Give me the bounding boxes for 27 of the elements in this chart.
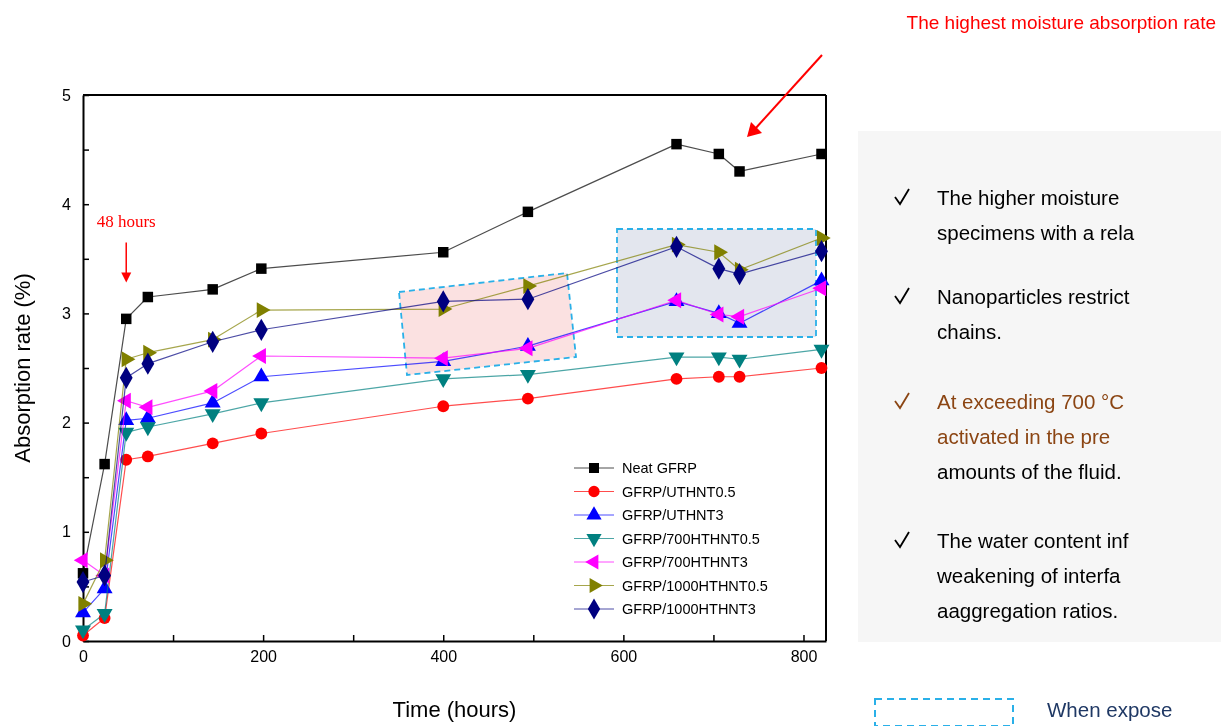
y-tick-label: 2: [62, 414, 72, 432]
legend-label: GFRP/UTHNT0.5: [622, 483, 736, 500]
y-axis-title: Absorption rate (%): [10, 273, 35, 463]
x-tick-label: 200: [250, 648, 278, 666]
text: The higher moisture specimens with a rela: [937, 186, 1135, 244]
annotation: 48 hours: [96, 212, 156, 232]
legend-label: GFRP/700HTHNT0.5: [622, 530, 760, 547]
x-tick-label: 800: [790, 648, 818, 666]
y-tick-label: 1: [62, 523, 72, 541]
x-tick-label: 400: [430, 648, 458, 666]
legend-label: GFRP/1000HTHNT3: [622, 601, 756, 617]
x-tick-label: 0: [79, 648, 89, 666]
legend-label: GFRP/UTHNT3: [622, 507, 724, 523]
legend-label: GFRP/1000HTHNT0.5: [622, 577, 768, 594]
text: The water content inf weakening of interfa aaggregation ratios.: [936, 529, 1129, 622]
y-tick-label: 0: [62, 632, 72, 650]
legend-label: Neat GFRP: [622, 460, 697, 476]
text: When expose: [1047, 698, 1173, 721]
text: The highest moisture absorption rate: [906, 12, 1216, 33]
x-axis-title: Time (hours): [392, 697, 517, 722]
y-tick-label: 5: [62, 86, 72, 104]
text: At exceeding 700 °C activated in the pre amounts of the fluid.: [937, 390, 1125, 483]
y-tick-label: 3: [62, 305, 72, 323]
text: Nanoparticles restrict chains.: [937, 285, 1130, 343]
y-tick-label: 4: [62, 195, 72, 213]
x-tick-label: 600: [610, 648, 638, 666]
legend-label: GFRP/700HTHNT3: [622, 554, 748, 570]
